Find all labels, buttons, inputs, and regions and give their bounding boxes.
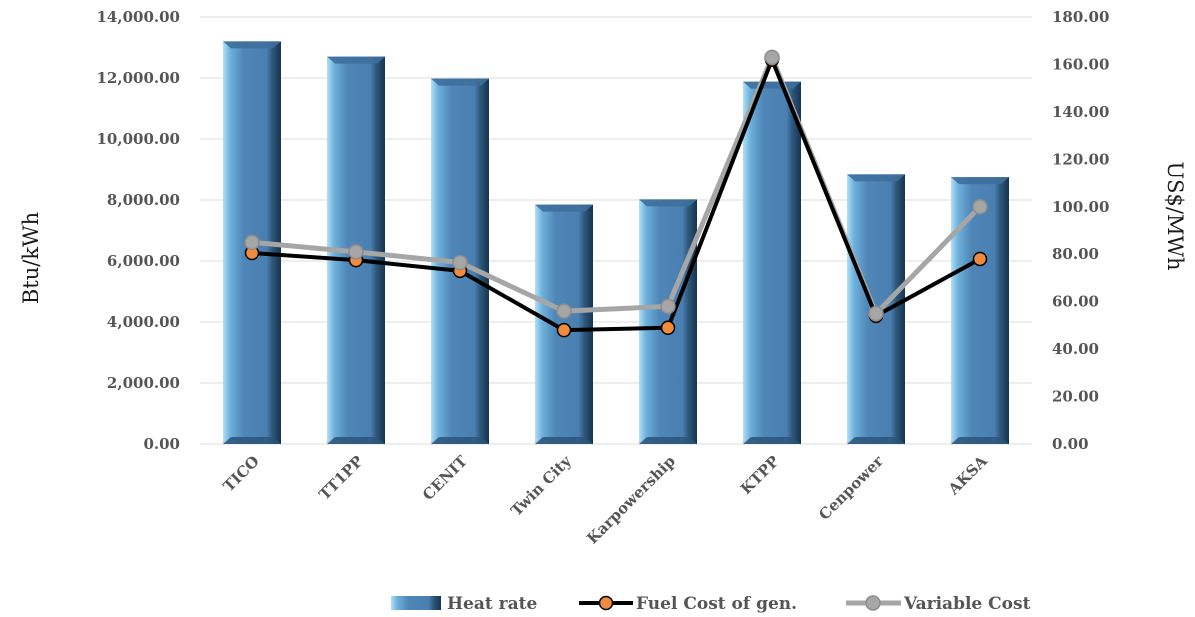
- bar-top-bevel: [951, 177, 1009, 185]
- right-axis-title: US$/MWh: [1163, 161, 1187, 270]
- bar-top-bevel: [535, 204, 593, 212]
- legend-label: Variable Cost: [903, 594, 1031, 614]
- bar: [223, 41, 281, 445]
- series-marker: [556, 303, 572, 319]
- bar-body: [743, 81, 801, 444]
- legend-swatch-bar: [391, 596, 441, 610]
- left-tick-label: 12,000.00: [96, 69, 180, 87]
- series-marker: [244, 234, 260, 251]
- bar: [951, 177, 1009, 444]
- left-tick-label: 8,000.00: [107, 191, 180, 209]
- legend: Heat rate Fuel Cost of gen. Variable Cost: [391, 594, 1031, 614]
- series-marker: [660, 320, 676, 336]
- left-tick-label: 4,000.00: [107, 313, 180, 331]
- line-series: [244, 49, 988, 338]
- gridlines: [200, 16, 1032, 445]
- series-marker: [972, 199, 988, 215]
- bar-top-bevel: [847, 174, 905, 182]
- series-marker: [660, 298, 676, 315]
- right-tick-label: 60.00: [1052, 293, 1099, 311]
- legend-swatch-marker: [598, 595, 614, 611]
- left-tick-label: 14,000.00: [96, 8, 180, 26]
- right-tick-label: 20.00: [1052, 388, 1099, 406]
- bar-bottom-bevel: [951, 437, 1009, 444]
- series-marker: [348, 244, 364, 260]
- category-label: Karpowership: [583, 452, 679, 548]
- legend-item-fuel-cost: Fuel Cost of gen.: [579, 594, 797, 614]
- left-axis-title: Btu/kWh: [19, 212, 43, 304]
- category-label: TT1PP: [315, 452, 366, 503]
- legend-swatch-marker: [865, 595, 881, 611]
- legend-label: Heat rate: [447, 594, 537, 614]
- category-label: AKSA: [944, 452, 991, 499]
- bar-bottom-bevel: [535, 437, 593, 444]
- legend-item-variable-cost: Variable Cost: [846, 594, 1031, 614]
- category-label: Cenpower: [815, 451, 887, 523]
- bar-bottom-bevel: [743, 437, 801, 444]
- legend-item-heat-rate: Heat rate: [391, 594, 537, 614]
- category-label: KTPP: [737, 452, 783, 498]
- series-marker: [764, 49, 780, 66]
- left-tick-label: 0.00: [143, 435, 180, 453]
- series-line: [251, 57, 981, 333]
- bar-body: [951, 177, 1009, 444]
- bar: [743, 81, 801, 444]
- left-tick-label: 2,000.00: [107, 374, 180, 392]
- right-tick-label: 120.00: [1052, 150, 1109, 168]
- category-label: CENIT: [419, 452, 471, 504]
- right-tick-label: 140.00: [1052, 103, 1109, 121]
- series-marker: [452, 254, 468, 271]
- bar-bottom-bevel: [431, 437, 489, 444]
- category-label: TICO: [220, 452, 263, 495]
- bar-top-bevel: [431, 78, 489, 86]
- category-labels: TICO TT1PP CENIT Twin City Karpowership KTPP C…: [220, 451, 992, 547]
- right-tick-label: 160.00: [1052, 55, 1109, 73]
- right-tick-label: 100.00: [1052, 198, 1109, 216]
- bar-top-bevel: [743, 81, 801, 89]
- bar-series: [223, 41, 1009, 445]
- bar-bottom-bevel: [847, 437, 905, 444]
- right-tick-label: 40.00: [1052, 340, 1099, 358]
- right-axis-ticks: 0.00 20.00 40.00 60.00 80.00 100.00 120.00 140.…: [1052, 8, 1109, 453]
- series-marker: [972, 251, 988, 267]
- bar-bottom-bevel: [327, 437, 385, 444]
- bar-bottom-bevel: [639, 437, 697, 444]
- right-tick-label: 0.00: [1052, 435, 1089, 453]
- right-tick-label: 180.00: [1052, 8, 1109, 26]
- left-tick-label: 10,000.00: [96, 130, 180, 148]
- bar-top-bevel: [639, 199, 697, 207]
- series-marker: [868, 305, 884, 322]
- left-tick-label: 6,000.00: [107, 252, 180, 270]
- series-marker: [556, 322, 572, 338]
- right-tick-label: 80.00: [1052, 245, 1099, 263]
- bar-top-bevel: [327, 56, 385, 64]
- legend-label: Fuel Cost of gen.: [636, 594, 797, 614]
- left-axis-ticks: 0.00 2,000.00 4,000.00 6,000.00 8,000.00 10,0…: [96, 8, 180, 453]
- category-label: Twin City: [507, 451, 575, 519]
- bar-bottom-bevel: [223, 437, 281, 444]
- bar-top-bevel: [223, 41, 281, 49]
